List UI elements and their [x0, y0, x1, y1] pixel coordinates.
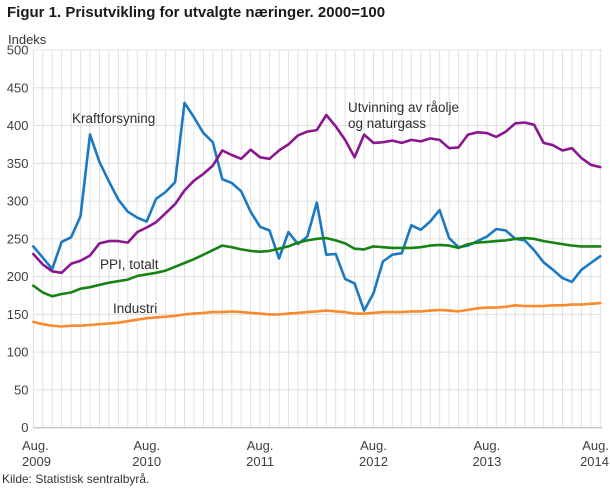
series-label-industri: Industri — [113, 301, 157, 316]
svg-text:Aug.: Aug. — [360, 438, 387, 453]
svg-text:Aug.: Aug. — [247, 438, 274, 453]
series-line-utvinning-av-r-olje-og-naturgass — [31, 113, 602, 275]
y-tick-label: 200 — [7, 269, 29, 284]
x-tick-label: Aug.2009 — [22, 438, 51, 468]
series-annotations: Kraftforsyning Utvinning av råolje og natu… — [72, 100, 459, 316]
svg-text:2012: 2012 — [359, 454, 388, 468]
y-axis-unit-label: Indeks — [8, 32, 47, 47]
series-line-kraftforsyning — [31, 101, 602, 312]
y-tick-label: 500 — [7, 43, 29, 58]
series-line-ppi-totalt — [31, 236, 602, 298]
y-tick-label: 0 — [21, 420, 28, 435]
x-tick-label: Aug.2011 — [246, 438, 274, 468]
y-tick-label: 100 — [7, 345, 29, 360]
svg-text:2010: 2010 — [132, 454, 161, 468]
gridlines — [32, 49, 603, 429]
source-note: Kilde: Statistisk sentralbyrå. — [2, 472, 150, 486]
figure-title: Figur 1. Prisutvikling for utvalgte næri… — [7, 4, 386, 21]
svg-text:Aug.: Aug. — [474, 438, 501, 453]
x-tick-label: Aug.2010 — [132, 438, 161, 468]
series-lines — [31, 101, 602, 328]
series-label-kraftforsyning: Kraftforsyning — [72, 111, 155, 126]
y-tick-label: 50 — [14, 382, 28, 397]
x-tick-label: Aug.2012 — [359, 438, 388, 468]
y-axis-tick-labels: 0 50 100 150 200 250 300 350 400 450 500 — [7, 43, 29, 436]
y-tick-label: 250 — [7, 231, 29, 246]
y-tick-label: 400 — [7, 118, 29, 133]
series-label-ppi-totalt: PPI, totalt — [100, 257, 159, 272]
y-tick-label: 350 — [7, 156, 29, 171]
svg-text:2014: 2014 — [580, 454, 609, 468]
y-tick-label: 450 — [7, 80, 29, 95]
svg-text:Aug.: Aug. — [133, 438, 160, 453]
x-axis-tick-labels: Aug.2009Aug.2010Aug.2011Aug.2012Aug.2013… — [22, 438, 609, 468]
x-tick-label: Aug.2014 — [580, 438, 609, 468]
svg-text:2009: 2009 — [22, 454, 51, 468]
svg-text:2011: 2011 — [246, 454, 274, 468]
svg-text:2013: 2013 — [472, 454, 501, 468]
line-chart: 050100150200250300350400450500Aug.2009Au… — [7, 43, 609, 469]
svg-text:Aug.: Aug. — [582, 438, 609, 453]
svg-text:Aug.: Aug. — [22, 438, 49, 453]
x-tick-label: Aug.2013 — [472, 438, 501, 468]
y-tick-label: 150 — [7, 307, 29, 322]
series-label-utvinning: Utvinning av råolje og naturgass — [348, 100, 459, 131]
series-line-industri — [31, 301, 602, 328]
y-tick-label: 300 — [7, 194, 29, 209]
